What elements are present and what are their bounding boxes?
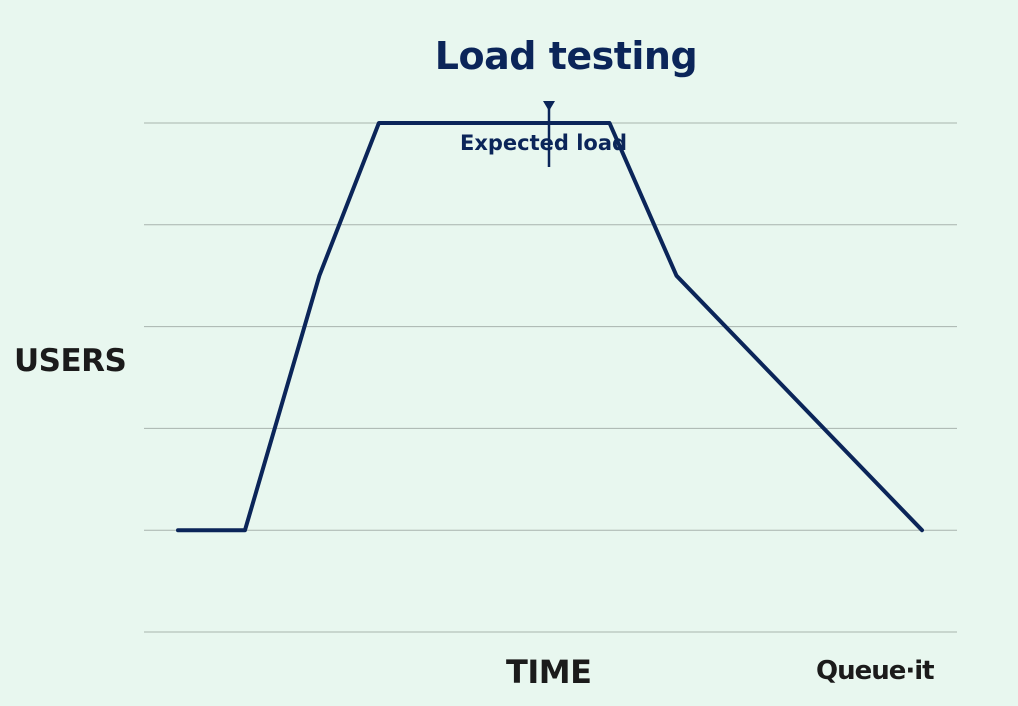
- series-line-0: [176, 121, 924, 533]
- annotation-arrow-head-0: [543, 101, 555, 111]
- chart-title: Load testing: [434, 34, 698, 78]
- y-axis-label: USERS: [14, 343, 127, 379]
- annotation-arrow: [543, 101, 555, 167]
- expected-load-annotation: Expected load: [460, 131, 628, 155]
- queue-it-logo: Queue·it: [816, 656, 935, 686]
- series-lines: [176, 121, 924, 533]
- x-axis-label: TIME: [506, 653, 592, 691]
- gridlines: [144, 122, 957, 633]
